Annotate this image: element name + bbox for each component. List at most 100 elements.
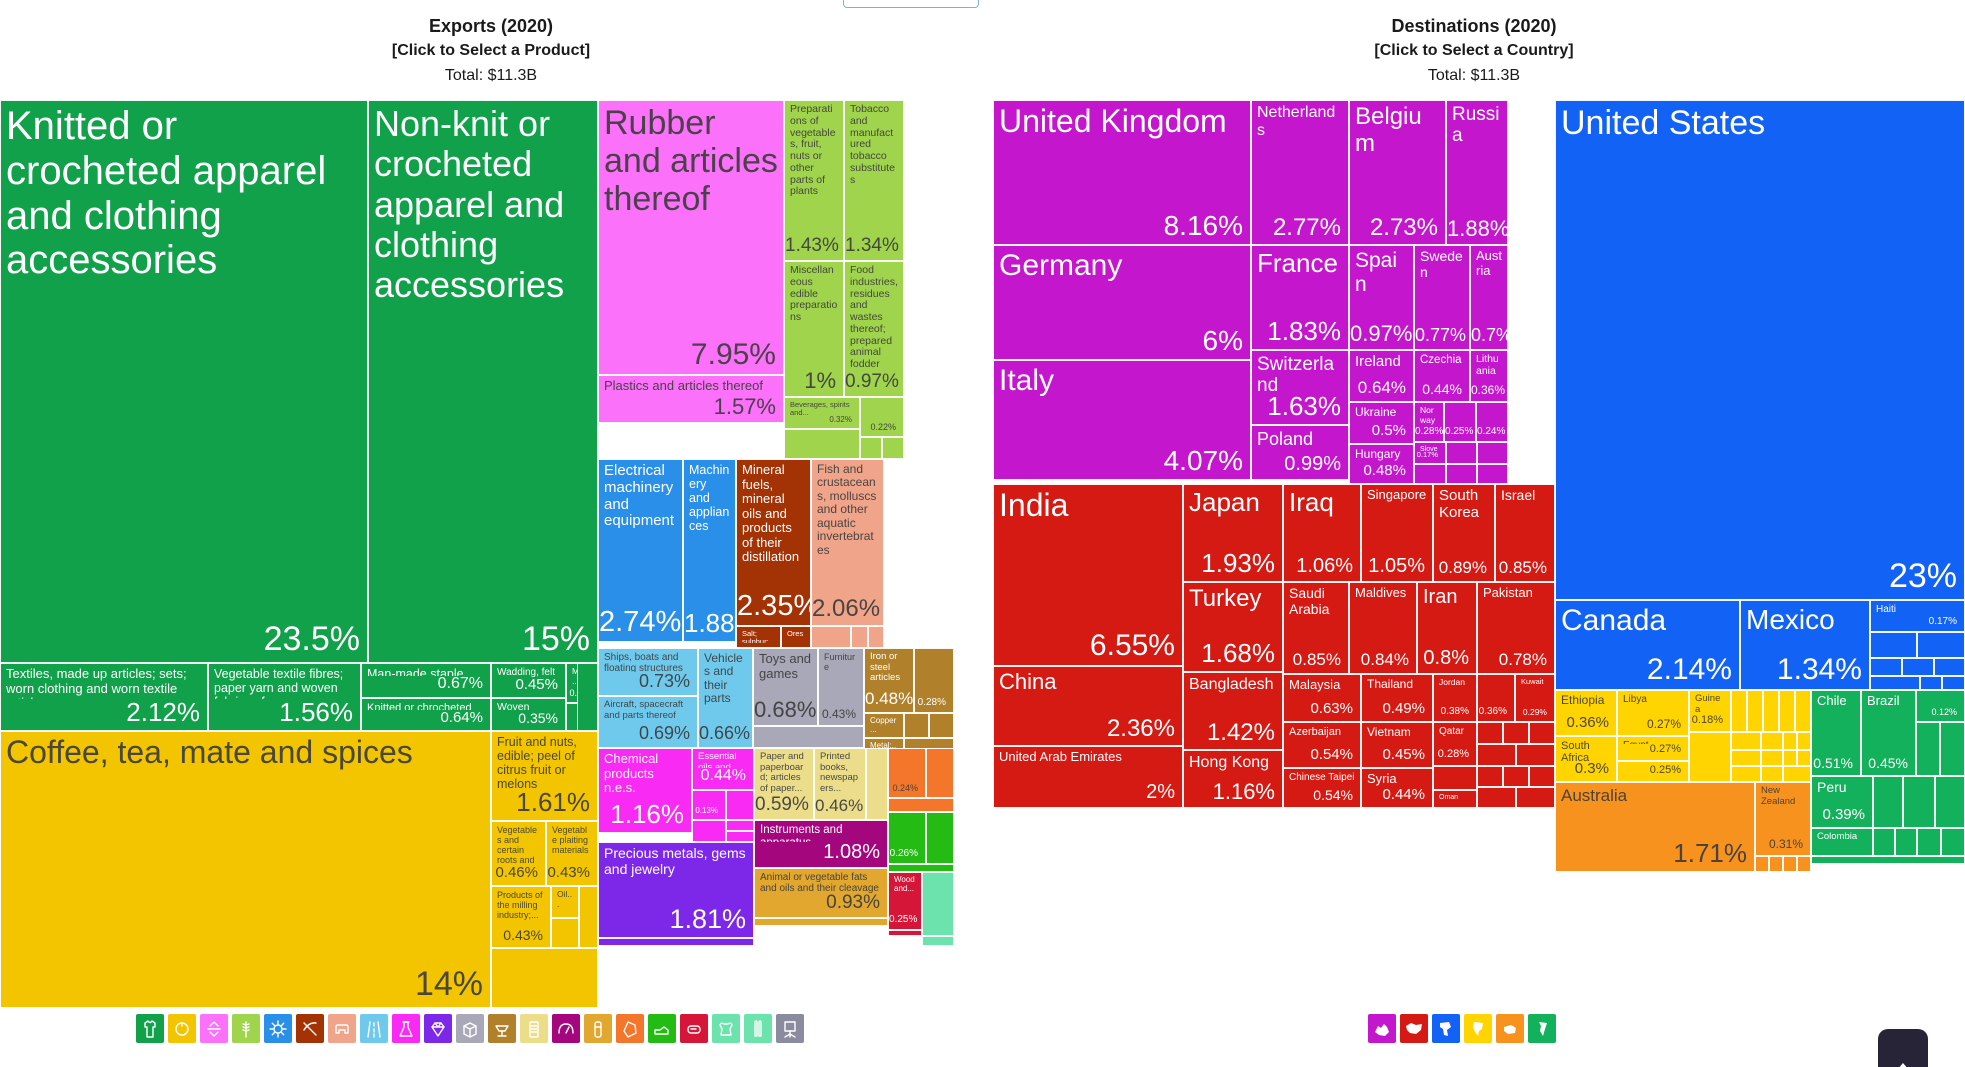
treemap-tile[interactable]: [1446, 464, 1477, 484]
treemap-tile[interactable]: [598, 938, 754, 946]
treemap-tile[interactable]: [1873, 776, 1903, 828]
exports-subtitle[interactable]: [Click to Select a Product]: [391, 42, 591, 59]
treemap-tile[interactable]: Wood and... 0.25%: [888, 872, 922, 930]
stone-glass-icon[interactable]: [616, 1014, 644, 1043]
textiles-icon[interactable]: [136, 1014, 164, 1043]
treemap-tile[interactable]: India 6.55%: [993, 484, 1183, 666]
treemap-tile[interactable]: Oman: [1433, 790, 1477, 808]
treemap-tile[interactable]: Ukraine 0.5%: [1349, 402, 1414, 444]
treemap-tile[interactable]: [1811, 856, 1965, 864]
treemap-tile[interactable]: Toys and games 0.68%: [753, 648, 818, 726]
treemap-tile[interactable]: Oil...: [551, 886, 579, 918]
footwear-headwear-icon[interactable]: [648, 1014, 676, 1043]
treemap-tile[interactable]: Coffee, tea, mate and spices 14%: [0, 731, 491, 1008]
treemap-tile[interactable]: Iran 0.8%: [1417, 582, 1477, 674]
treemap-tile[interactable]: Spain 0.97%: [1349, 245, 1414, 350]
asia-icon[interactable]: [1400, 1014, 1428, 1043]
treemap-tile[interactable]: [577, 663, 598, 731]
treemap-tile[interactable]: [1761, 750, 1783, 766]
treemap-tile[interactable]: [784, 429, 860, 459]
treemap-tile[interactable]: [1763, 690, 1779, 732]
treemap-tile[interactable]: [811, 626, 851, 648]
treemap-tile[interactable]: Rubber and articles thereof 7.95%: [598, 100, 784, 375]
treemap-tile[interactable]: [1935, 776, 1965, 828]
treemap-tile[interactable]: [1920, 676, 1942, 690]
treemap-tile[interactable]: Preparations of vegetables, fruit, nuts …: [784, 100, 844, 261]
treemap-tile[interactable]: Essential oils and resinoids;...0.44%: [692, 748, 754, 790]
treemap-tile[interactable]: 0.36%: [1477, 674, 1515, 722]
treemap-tile[interactable]: [866, 748, 888, 820]
treemap-tile[interactable]: Mineral fuels, mineral oils and products…: [736, 459, 811, 626]
treemap-tile[interactable]: Kuwait 0.29%: [1515, 674, 1555, 722]
treemap-tile[interactable]: Electrical machinery and equipment 2.74%: [598, 459, 683, 642]
treemap-tile[interactable]: [1895, 828, 1917, 856]
treemap-tile[interactable]: United Arab Emirates 2%: [993, 746, 1183, 808]
treemap-tile[interactable]: Ireland 0.64%: [1349, 350, 1414, 402]
treemap-tile[interactable]: Miscellaneous edible preparations 1%: [784, 261, 844, 397]
treemap-tile[interactable]: Thailand 0.49%: [1361, 674, 1433, 722]
treemap-tile[interactable]: Libya 0.27%: [1617, 690, 1689, 736]
treemap-tile[interactable]: [1477, 787, 1516, 808]
treemap-tile[interactable]: Chile 0.51%: [1811, 690, 1861, 776]
partial-input-control[interactable]: [843, 0, 979, 8]
north-america-icon[interactable]: [1432, 1014, 1460, 1043]
treemap-tile[interactable]: Non-knit or crocheted apparel and clothi…: [368, 100, 598, 663]
treemap-tile[interactable]: [1783, 856, 1797, 872]
treemap-tile[interactable]: Turkey 1.68%: [1183, 582, 1283, 672]
treemap-tile[interactable]: [1516, 787, 1555, 808]
treemap-tile[interactable]: 0.25%: [1444, 402, 1476, 442]
treemap-tile[interactable]: [1779, 690, 1795, 732]
treemap-tile[interactable]: Austria 0.7%: [1470, 245, 1508, 350]
treemap-tile[interactable]: Salt; sulphur;...: [736, 626, 781, 648]
treemap-tile[interactable]: Vegetable plaiting materials 0.43%: [546, 821, 598, 886]
transportation-icon[interactable]: [360, 1014, 388, 1043]
treemap-tile[interactable]: [1783, 732, 1797, 750]
treemap-tile[interactable]: [1761, 732, 1783, 750]
metals-icon[interactable]: [488, 1014, 516, 1043]
treemap-tile[interactable]: [1755, 856, 1769, 872]
treemap-tile[interactable]: [1902, 658, 1934, 676]
treemap-tile[interactable]: [1917, 632, 1965, 658]
treemap-tile[interactable]: Syria 0.44%: [1361, 768, 1433, 808]
treemap-tile[interactable]: [1940, 722, 1965, 776]
treemap-tile[interactable]: Fruit and nuts, edible; peel of citrus f…: [491, 731, 598, 821]
treemap-tile[interactable]: [1934, 658, 1965, 676]
treemap-tile[interactable]: Chinese Taipei 0.54%: [1283, 768, 1361, 808]
treemap-tile[interactable]: United States 23%: [1555, 100, 1965, 600]
treemap-tile[interactable]: [1477, 766, 1503, 787]
treemap-tile[interactable]: Israel 0.85%: [1495, 484, 1555, 582]
treemap-tile[interactable]: [929, 713, 954, 738]
treemap-tile[interactable]: Egypt0.27%: [1617, 736, 1689, 761]
treemap-tile[interactable]: [1903, 776, 1935, 828]
treemap-tile[interactable]: Products of the milling industry;... 0.43…: [491, 886, 551, 948]
treemap-tile[interactable]: Saudi Arabia 0.85%: [1283, 582, 1349, 674]
destinations-subtitle[interactable]: [Click to Select a Country]: [1374, 42, 1574, 59]
treemap-tile[interactable]: Machinery and appliances 1.88%: [683, 459, 736, 642]
precious-metals-icon[interactable]: [424, 1014, 452, 1043]
treemap-tile[interactable]: Australia 1.71%: [1555, 782, 1755, 872]
treemap-tile[interactable]: Vietnam 0.45%: [1361, 722, 1433, 768]
hides-skins-icon[interactable]: [712, 1014, 740, 1043]
treemap-tile[interactable]: Peru 0.39%: [1811, 776, 1873, 828]
treemap-tile[interactable]: Czechia 0.44%: [1414, 350, 1470, 402]
treemap-tile[interactable]: Jordan 0.38%: [1433, 674, 1477, 722]
treemap-tile[interactable]: Germany 6%: [993, 245, 1251, 360]
treemap-tile[interactable]: Beverages, spirits and... 0.32%: [784, 397, 860, 429]
treemap-tile[interactable]: 0.24%: [1476, 402, 1508, 442]
treemap-tile[interactable]: [1769, 856, 1783, 872]
destinations-treemap[interactable]: United Kingdom 8.16% Germany 6% Italy 4.07% Ne…: [993, 100, 1965, 1008]
treemap-tile[interactable]: France 1.83%: [1251, 245, 1349, 350]
treemap-tile[interactable]: [1731, 766, 1761, 782]
treemap-tile[interactable]: Netherlands 2.77%: [1251, 100, 1349, 245]
treemap-tile[interactable]: Azerbaijan 0.54%: [1283, 722, 1361, 768]
treemap-tile[interactable]: Lithuania 0.36%: [1470, 350, 1508, 402]
treemap-tile[interactable]: Hong Kong 1.16%: [1183, 750, 1283, 808]
treemap-tile[interactable]: [579, 886, 598, 948]
treemap-tile[interactable]: Colombia: [1811, 828, 1873, 856]
treemap-tile[interactable]: South Africa 0.3%: [1555, 736, 1617, 782]
treemap-tile[interactable]: [1873, 828, 1895, 856]
treemap-tile[interactable]: [1503, 722, 1529, 744]
treemap-tile[interactable]: Ethiopia 0.36%: [1555, 690, 1617, 736]
instruments-icon[interactable]: [552, 1014, 580, 1043]
treemap-tile[interactable]: [753, 726, 864, 748]
